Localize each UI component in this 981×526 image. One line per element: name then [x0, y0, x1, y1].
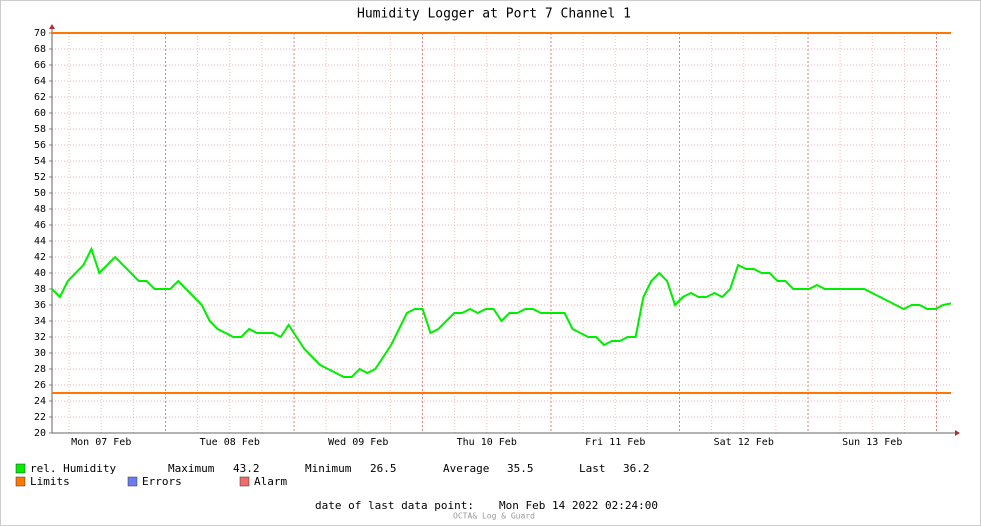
y-tick-label: 34 [34, 316, 46, 327]
axis-arrow [955, 430, 960, 436]
y-tick-label: 48 [34, 204, 46, 215]
x-tick-label: Fri 11 Feb [585, 437, 645, 448]
y-tick-label: 22 [34, 412, 46, 423]
y-tick-label: 60 [34, 108, 46, 119]
y-tick-label: 68 [34, 44, 46, 55]
y-tick-label: 20 [34, 428, 46, 439]
y-tick-label: 32 [34, 332, 46, 343]
legend-label: Errors [142, 475, 182, 488]
x-tick-label: Thu 10 Feb [457, 437, 517, 448]
y-tick-label: 58 [34, 124, 46, 135]
footer: OCTA& Log & Guard [453, 512, 535, 521]
y-tick-label: 52 [34, 172, 46, 183]
x-tick-label: Wed 09 Feb [328, 437, 388, 448]
stat-label: Last [579, 462, 606, 475]
y-tick-label: 26 [34, 380, 46, 391]
last-point-date: Mon Feb 14 2022 02:24:00 [499, 499, 658, 512]
chart-title: Humidity Logger at Port 7 Channel 1 [357, 7, 631, 22]
stat-value: 43.2 [233, 462, 260, 475]
y-tick-label: 24 [34, 396, 46, 407]
legend-label: Limits [30, 475, 70, 488]
stat-label: Average [443, 462, 489, 475]
stat-label: Maximum [168, 462, 215, 475]
legend-swatch [239, 476, 250, 487]
data-line [51, 246, 952, 378]
legend-label: Alarm [254, 475, 287, 488]
y-tick-label: 66 [34, 60, 46, 71]
x-tick-label: Mon 07 Feb [71, 437, 131, 448]
y-tick-label: 28 [34, 364, 46, 375]
stat-value: 36.2 [623, 462, 650, 475]
y-tick-label: 38 [34, 284, 46, 295]
y-tick-label: 30 [34, 348, 46, 359]
y-tick-label: 56 [34, 140, 46, 151]
y-tick-label: 36 [34, 300, 46, 311]
legend-swatch [15, 463, 26, 474]
y-tick-label: 54 [34, 156, 46, 167]
stat-label: Minimum [305, 462, 352, 475]
x-tick-label: Tue 08 Feb [200, 437, 260, 448]
y-tick-label: 50 [34, 188, 46, 199]
x-tick-label: Sat 12 Feb [714, 437, 774, 448]
y-tick-label: 70 [34, 28, 46, 39]
y-tick-label: 42 [34, 252, 46, 263]
axis-arrow [49, 24, 55, 29]
legend-swatch [127, 476, 138, 487]
stat-value: 26.5 [370, 462, 397, 475]
y-tick-label: 64 [34, 76, 46, 87]
y-tick-label: 46 [34, 220, 46, 231]
y-tick-label: 40 [34, 268, 46, 279]
last-point-label: date of last data point: [315, 499, 474, 512]
legend-swatch [15, 476, 26, 487]
y-tick-label: 44 [34, 236, 46, 247]
y-tick-label: 62 [34, 92, 46, 103]
legend-label: rel. Humidity [30, 462, 116, 475]
stat-value: 35.5 [507, 462, 534, 475]
x-tick-label: Sun 13 Feb [842, 437, 902, 448]
